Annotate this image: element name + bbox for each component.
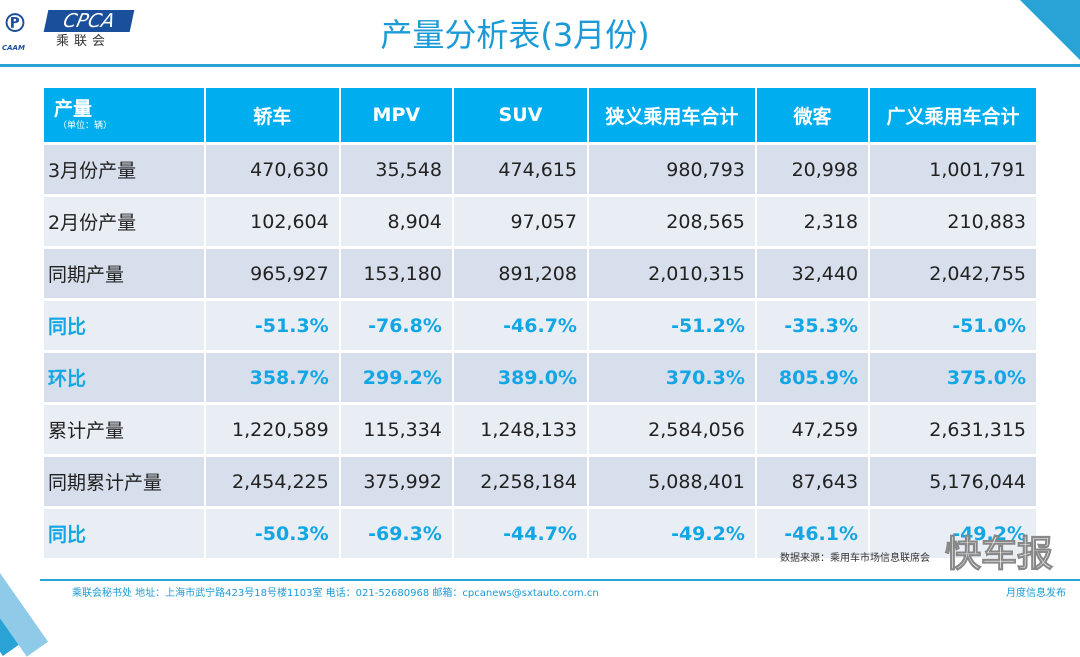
- table-cell: -49.2%: [870, 509, 1036, 558]
- table-cell: -44.7%: [453, 509, 587, 558]
- table-cell: -35.3%: [756, 301, 869, 350]
- table-row: 3月份产量 470,630 35,548 474,615 980,793 20,998 1,…: [44, 145, 1036, 194]
- corner-decoration: [1020, 0, 1080, 60]
- table-cell: 805.9%: [756, 353, 869, 402]
- table-cell: 2,584,056: [588, 405, 755, 454]
- unit-label: （单位：辆）: [58, 120, 113, 131]
- table-cell: -50.3%: [205, 509, 339, 558]
- table-cell: 891,208: [453, 249, 587, 298]
- column-header: MPV: [340, 88, 452, 142]
- table-cell: 1,220,589: [205, 405, 339, 454]
- table-cell: -46.1%: [756, 509, 869, 558]
- table-row: 同期累计产量 2,454,225 375,992 2,258,184 5,088,401…: [44, 457, 1036, 506]
- column-header: 狭义乘用车合计: [588, 88, 755, 142]
- footer-right: 月度信息发布: [1006, 588, 1066, 599]
- table-cell: -76.8%: [340, 301, 452, 350]
- table-cell: 370.3%: [588, 353, 755, 402]
- table-cell: 47,259: [756, 405, 869, 454]
- row-label: 同期产量: [44, 249, 204, 298]
- table-cell: 210,883: [870, 197, 1036, 246]
- logo-en: CAAM: [2, 44, 25, 52]
- table-cell: 5,088,401: [588, 457, 755, 506]
- table-cell: 1,001,791: [870, 145, 1036, 194]
- watermark: 快车报: [944, 534, 1054, 576]
- table-cell: 115,334: [340, 405, 452, 454]
- table-cell: 375,992: [340, 457, 452, 506]
- table-cell: 2,010,315: [588, 249, 755, 298]
- column-header: SUV: [453, 88, 587, 142]
- column-header: 微客: [756, 88, 869, 142]
- table-cell: 153,180: [340, 249, 452, 298]
- row-label: 同比: [44, 509, 204, 558]
- data-source: 数据来源：乘用车市场信息联席会: [780, 553, 930, 564]
- table-cell: 389.0%: [453, 353, 587, 402]
- table-row: 同比 -50.3% -69.3% -44.7% -49.2% -46.1% -49.2%: [44, 509, 1036, 558]
- cpca-emblem-icon: ℗: [2, 9, 28, 39]
- table-cell: -51.2%: [588, 301, 755, 350]
- corner-label: 产量: [54, 97, 93, 120]
- table-row: 同期产量 965,927 153,180 891,208 2,010,315 32,440…: [44, 249, 1036, 298]
- table-row: 同比 -51.3% -76.8% -46.7% -51.2% -35.3% -51.0%: [44, 301, 1036, 350]
- table-cell: 87,643: [756, 457, 869, 506]
- production-table: 产量 （单位：辆） 轿车 MPV SUV 狭义乘用车合计 微客 广义乘用车合计 3月份产量 4…: [42, 85, 1038, 561]
- table-cell: -46.7%: [453, 301, 587, 350]
- table-cell: 208,565: [588, 197, 755, 246]
- table-cell: 299.2%: [340, 353, 452, 402]
- table-cell: 2,042,755: [870, 249, 1036, 298]
- table-cell: 35,548: [340, 145, 452, 194]
- table-cell: 8,904: [340, 197, 452, 246]
- row-label: 同比: [44, 301, 204, 350]
- table-cell: 2,631,315: [870, 405, 1036, 454]
- row-label: 3月份产量: [44, 145, 204, 194]
- table-cell: 20,998: [756, 145, 869, 194]
- divider: [40, 579, 1080, 581]
- table-cell: 980,793: [588, 145, 755, 194]
- table-cell: 2,258,184: [453, 457, 587, 506]
- table-cell: -49.2%: [588, 509, 755, 558]
- table-cell: -51.0%: [870, 301, 1036, 350]
- table-row: 累计产量 1,220,589 115,334 1,248,133 2,584,056 47…: [44, 405, 1036, 454]
- table-cell: 2,318: [756, 197, 869, 246]
- corner-header: 产量 （单位：辆）: [44, 88, 204, 142]
- table-cell: 358.7%: [205, 353, 339, 402]
- table-cell: 97,057: [453, 197, 587, 246]
- table-cell: -69.3%: [340, 509, 452, 558]
- table-row: 环比 358.7% 299.2% 389.0% 370.3% 805.9% 375.0%: [44, 353, 1036, 402]
- page-title: 产量分析表(3月份): [380, 16, 650, 54]
- logo-cn: 乘联会: [56, 34, 111, 49]
- cpca-logo: ℗ CPCA 乘联会 CAAM: [2, 6, 135, 56]
- table-cell: 32,440: [756, 249, 869, 298]
- table-cell: 470,630: [205, 145, 339, 194]
- column-header: 广义乘用车合计: [870, 88, 1036, 142]
- row-label: 环比: [44, 353, 204, 402]
- row-label: 同期累计产量: [44, 457, 204, 506]
- table-cell: 5,176,044: [870, 457, 1036, 506]
- table-cell: 102,604: [205, 197, 339, 246]
- table-cell: -51.3%: [205, 301, 339, 350]
- table-cell: 1,248,133: [453, 405, 587, 454]
- divider: [0, 64, 1080, 67]
- row-label: 累计产量: [44, 405, 204, 454]
- table-cell: 2,454,225: [205, 457, 339, 506]
- footer-contact: 乘联会秘书处 地址：上海市武宁路423号18号楼1103室 电话：021-526…: [72, 588, 599, 599]
- column-header: 轿车: [205, 88, 339, 142]
- table-cell: 965,927: [205, 249, 339, 298]
- table-cell: 474,615: [453, 145, 587, 194]
- table-cell: 375.0%: [870, 353, 1036, 402]
- row-label: 2月份产量: [44, 197, 204, 246]
- table-row: 2月份产量 102,604 8,904 97,057 208,565 2,318 210,8…: [44, 197, 1036, 246]
